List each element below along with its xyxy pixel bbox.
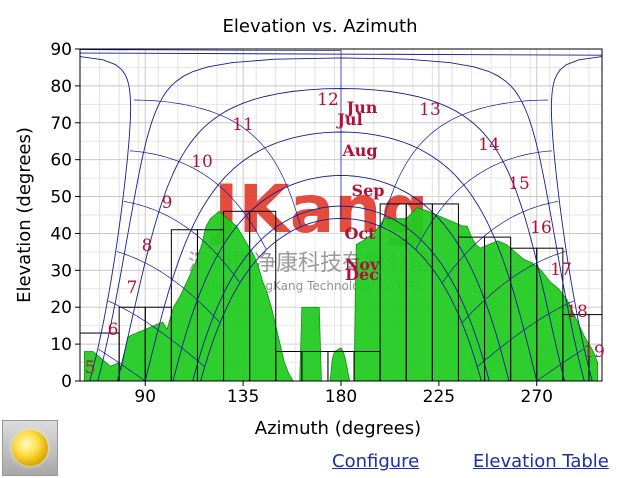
- hour-path: [129, 150, 267, 250]
- horizon-step: [588, 314, 602, 381]
- hour-path: [381, 99, 549, 227]
- y-tick-label: 60: [50, 151, 72, 171]
- x-axis-label: Azimuth (degrees): [255, 418, 421, 439]
- y-axis-ticks: 0 10 20 30 40 50 60 70 80 90: [50, 40, 80, 392]
- declination-path: [80, 52, 602, 381]
- hour-label: 15: [508, 174, 530, 194]
- sun-button[interactable]: [2, 420, 58, 476]
- sun-paths: [80, 49, 602, 381]
- month-label: Jun: [345, 98, 378, 117]
- hour-path: [116, 251, 221, 324]
- horizon-steps: [80, 203, 602, 381]
- hour-path: [477, 300, 574, 368]
- x-tick-label: 225: [423, 387, 455, 407]
- hour-label: 7: [127, 278, 138, 298]
- y-tick-label: 70: [50, 114, 72, 134]
- hour-label: 11: [232, 115, 254, 135]
- hour-label: 6: [108, 320, 119, 340]
- month-label: Nov: [345, 255, 380, 274]
- footer-links: Configure Elevation Table: [0, 451, 642, 475]
- hour-path: [415, 150, 553, 250]
- hour-path: [441, 201, 559, 284]
- month-label: Jul: [335, 110, 362, 129]
- y-tick-label: 0: [61, 372, 72, 392]
- elevation-table-link[interactable]: Elevation Table: [473, 451, 609, 472]
- hour-label: 5: [85, 358, 96, 378]
- hour-labels: 56 7 8 9 10 11 12 13 14 15 16 17 18 19: [85, 90, 605, 378]
- elevation-azimuth-chart: Elevation vs. Azimuth JKang 深圳市净康科技有限公司 …: [14, 16, 605, 439]
- y-tick-label: 40: [50, 224, 72, 244]
- hour-label: 9: [162, 193, 173, 213]
- hour-path: [461, 251, 566, 324]
- horizon-step: [249, 210, 277, 381]
- hour-label: 18: [566, 302, 588, 322]
- chart-title: Elevation vs. Azimuth: [223, 16, 418, 37]
- hour-path: [123, 201, 241, 284]
- month-label: Aug: [341, 141, 377, 160]
- hour-label: 16: [530, 218, 552, 238]
- x-tick-label: 270: [521, 387, 553, 407]
- hour-label: 17: [550, 260, 572, 280]
- y-tick-label: 10: [50, 335, 72, 355]
- hour-label: 10: [191, 152, 213, 172]
- horizon-area: [83, 207, 599, 381]
- horizon-profile: [83, 207, 599, 381]
- y-tick-label: 80: [50, 77, 72, 97]
- month-label: Sep: [352, 181, 385, 200]
- sun-icon: [12, 430, 48, 466]
- hour-label: 12: [317, 90, 339, 110]
- y-tick-label: 50: [50, 188, 72, 208]
- hour-path: [133, 99, 301, 227]
- hour-label: 8: [142, 236, 153, 256]
- y-tick-label: 90: [50, 40, 72, 60]
- month-label: Dec: [345, 265, 379, 284]
- hour-path: [98, 348, 146, 381]
- y-tick-label: 30: [50, 261, 72, 281]
- y-tick-label: 20: [50, 298, 72, 318]
- x-tick-label: 135: [227, 387, 259, 407]
- hour-label: 19: [583, 342, 605, 362]
- hour-path: [108, 300, 205, 368]
- configure-link[interactable]: Configure: [332, 451, 420, 472]
- x-axis-ticks: 90 135 180 225 270: [134, 381, 553, 407]
- y-axis-label: Elevation (degrees): [14, 127, 35, 303]
- x-tick-label: 180: [325, 387, 357, 407]
- hour-path: [536, 348, 584, 381]
- hour-label: 14: [478, 135, 500, 155]
- hour-path: [80, 49, 342, 219]
- hour-label: 13: [419, 100, 441, 120]
- month-label: Oct: [344, 224, 376, 243]
- x-tick-label: 90: [134, 387, 156, 407]
